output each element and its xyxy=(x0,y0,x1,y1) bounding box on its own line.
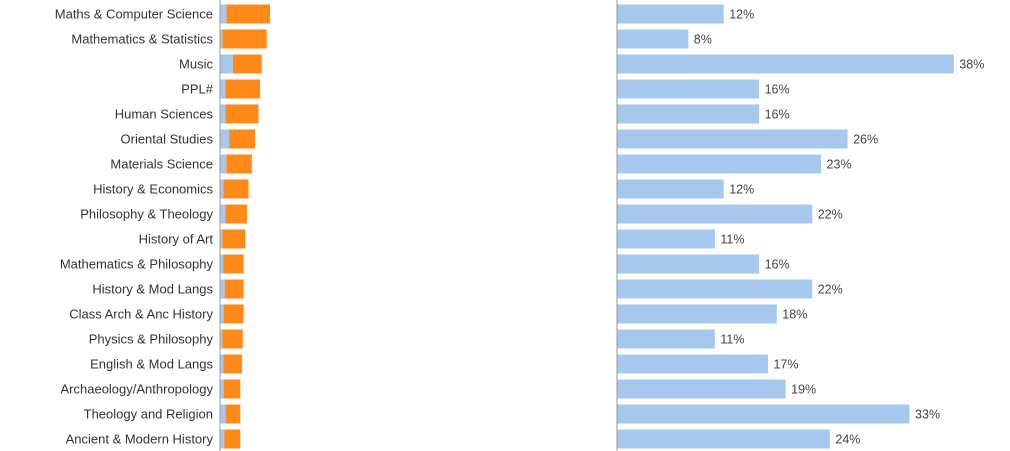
category-label-ppl: PPL# xyxy=(181,82,214,97)
left-bar-series2-ppl xyxy=(225,79,261,99)
right-bar-history-of-art xyxy=(617,229,715,249)
left-bar-series2-history-mod-langs xyxy=(224,279,244,299)
left-bar-series2-history-of-art xyxy=(222,229,246,249)
data-label-history-economics: 12% xyxy=(729,183,754,197)
left-bar-series1-human-sciences xyxy=(220,104,226,124)
right-bar-philosophy-theology xyxy=(617,204,813,224)
left-bar-series1-maths-computer-science xyxy=(220,4,227,24)
right-bar-ancient-modern-history xyxy=(617,429,830,449)
data-label-english-mod-langs: 17% xyxy=(773,358,798,372)
right-bar-mathematics-philosophy xyxy=(617,254,760,274)
right-bar-theology-and-religion xyxy=(617,404,910,424)
left-bar-series1-mathematics-philosophy xyxy=(220,254,224,274)
category-label-class-arch-anc-history: Class Arch & Anc History xyxy=(69,307,213,322)
left-bar-series1-ancient-modern-history xyxy=(220,429,225,449)
left-bar-series2-mathematics-philosophy xyxy=(223,254,244,274)
category-label-human-sciences: Human Sciences xyxy=(115,107,214,122)
category-label-history-economics: History & Economics xyxy=(93,182,213,197)
left-stacked-bar-chart: Maths & Computer Science Mathematics & St… xyxy=(55,0,270,451)
data-label-human-sciences: 16% xyxy=(765,108,790,122)
data-label-oriental-studies: 26% xyxy=(853,133,878,147)
category-label-maths-computer-science: Maths & Computer Science xyxy=(55,7,213,22)
left-bar-series1-physics-philosophy xyxy=(220,329,223,349)
data-label-maths-computer-science: 12% xyxy=(729,8,754,22)
left-bar-series2-physics-philosophy xyxy=(222,329,243,349)
category-label-materials-science: Materials Science xyxy=(110,157,213,172)
data-label-mathematics-philosophy: 16% xyxy=(765,258,790,272)
left-bar-series2-english-mod-langs xyxy=(223,354,242,374)
data-label-archaeology-anthropology: 19% xyxy=(791,383,816,397)
right-bar-materials-science xyxy=(617,154,822,174)
left-bar-series2-history-economics xyxy=(223,179,249,199)
right-bar-history-mod-langs xyxy=(617,279,813,299)
data-label-philosophy-theology: 22% xyxy=(818,208,843,222)
data-label-class-arch-anc-history: 18% xyxy=(782,308,807,322)
category-label-mathematics-statistics: Mathematics & Statistics xyxy=(71,32,213,47)
category-label-archaeology-anthropology: Archaeology/Anthropology xyxy=(61,382,214,397)
data-label-theology-and-religion: 33% xyxy=(915,408,940,422)
left-bar-series2-archaeology-anthropology xyxy=(223,379,241,399)
category-label-theology-and-religion: Theology and Religion xyxy=(84,407,213,422)
left-bar-series1-history-economics xyxy=(220,179,224,199)
left-bar-series1-mathematics-statistics xyxy=(220,29,223,49)
left-bar-series2-theology-and-religion xyxy=(225,404,241,424)
right-bar-human-sciences xyxy=(617,104,760,124)
right-bar-history-economics xyxy=(617,179,724,199)
category-label-physics-philosophy: Physics & Philosophy xyxy=(89,332,214,347)
data-label-ancient-modern-history: 24% xyxy=(835,433,860,447)
left-bar-series2-music xyxy=(232,54,262,74)
category-label-philosophy-theology: Philosophy & Theology xyxy=(80,207,213,222)
right-bar-ppl xyxy=(617,79,760,99)
category-label-oriental-studies: Oriental Studies xyxy=(121,132,214,147)
left-bar-series1-english-mod-langs xyxy=(220,354,224,374)
left-bar-series1-class-arch-anc-history xyxy=(220,304,224,324)
right-bar-oriental-studies xyxy=(617,129,848,149)
left-bar-series1-philosophy-theology xyxy=(220,204,226,224)
left-bar-series2-class-arch-anc-history xyxy=(223,304,244,324)
right-bar-archaeology-anthropology xyxy=(617,379,786,399)
right-bar-english-mod-langs xyxy=(617,354,768,374)
left-bar-series2-mathematics-statistics xyxy=(222,29,267,49)
left-bar-series2-oriental-studies xyxy=(229,129,256,149)
data-label-physics-philosophy: 11% xyxy=(720,333,744,347)
data-label-history-of-art: 11% xyxy=(720,233,744,247)
left-bar-series1-music xyxy=(220,54,233,74)
left-bar-series2-human-sciences xyxy=(225,104,259,124)
category-label-music: Music xyxy=(179,57,213,72)
left-bar-series2-ancient-modern-history xyxy=(224,429,241,449)
right-percentage-bar-chart: 12% 8% 38% 16% 16% 26%23% 12% 22% 11% 16% 22% 18% 11… xyxy=(616,0,984,451)
left-bar-series2-maths-computer-science xyxy=(226,4,270,24)
left-bar-series1-history-of-art xyxy=(220,229,223,249)
right-bar-music xyxy=(617,54,954,74)
data-label-materials-science: 23% xyxy=(827,158,852,172)
left-bar-series1-ppl xyxy=(220,79,226,99)
left-bar-series2-materials-science xyxy=(226,154,252,174)
data-label-ppl: 16% xyxy=(765,83,790,97)
category-label-history-of-art: History of Art xyxy=(139,232,214,247)
left-bar-series1-oriental-studies xyxy=(220,129,230,149)
right-bar-mathematics-statistics xyxy=(617,29,689,49)
right-bar-physics-philosophy xyxy=(617,329,715,349)
left-bar-series1-archaeology-anthropology xyxy=(220,379,224,399)
left-bar-series2-philosophy-theology xyxy=(225,204,247,224)
left-bar-series1-history-mod-langs xyxy=(220,279,225,299)
category-label-history-mod-langs: History & Mod Langs xyxy=(92,282,213,297)
left-bar-series1-theology-and-religion xyxy=(220,404,226,424)
category-label-english-mod-langs: English & Mod Langs xyxy=(90,357,213,372)
data-label-mathematics-statistics: 8% xyxy=(694,33,712,47)
left-bar-series1-materials-science xyxy=(220,154,227,174)
category-label-mathematics-philosophy: Mathematics & Philosophy xyxy=(60,257,214,272)
data-label-history-mod-langs: 22% xyxy=(818,283,843,297)
data-label-music: 38% xyxy=(959,58,984,72)
right-bar-class-arch-anc-history xyxy=(617,304,777,324)
category-label-ancient-modern-history: Ancient & Modern History xyxy=(66,432,214,447)
right-bar-maths-computer-science xyxy=(617,4,724,24)
